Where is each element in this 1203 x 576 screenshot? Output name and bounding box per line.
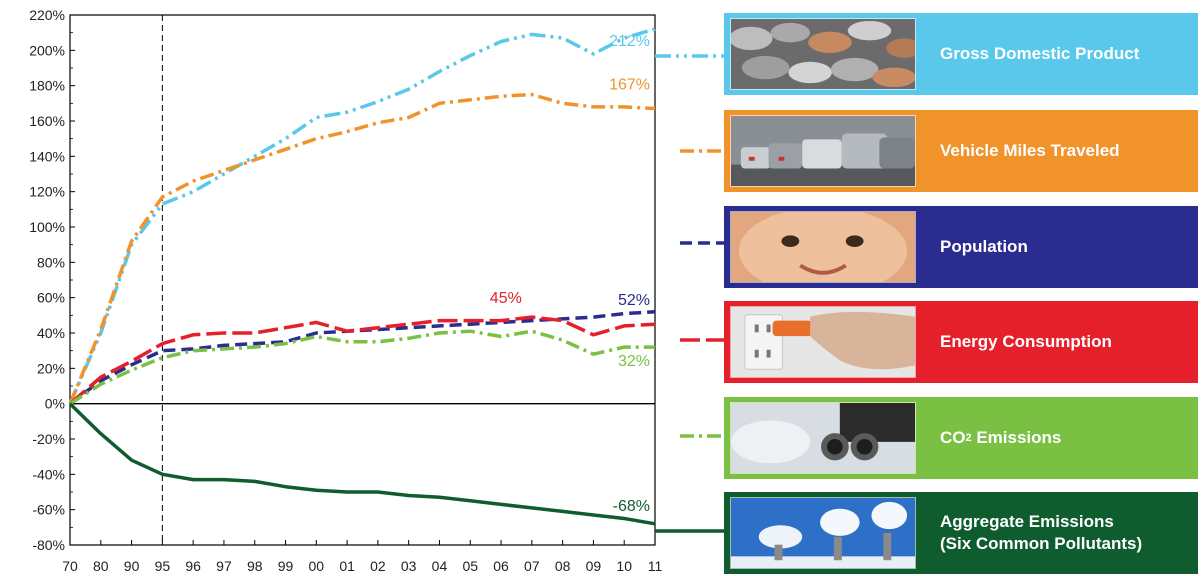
x-tick-label: 05 — [462, 558, 478, 574]
series-end-label: -68% — [613, 498, 650, 515]
y-tick-label: -60% — [32, 502, 65, 518]
series-line — [68, 92, 656, 405]
legend-connectors — [655, 54, 724, 533]
x-tick-label: 70 — [62, 558, 78, 574]
legend-vmt-label: Vehicle Miles Traveled — [940, 141, 1120, 160]
x-tick-label: 08 — [555, 558, 571, 574]
x-tick-label: 97 — [216, 558, 232, 574]
series-line — [69, 329, 655, 406]
co2-label-prefix: CO — [940, 428, 966, 447]
series-end-label: 212% — [609, 33, 650, 50]
y-tick-label: 60% — [37, 290, 65, 306]
x-tick-label: 06 — [493, 558, 509, 574]
co2-label-subscript: 2 — [965, 432, 972, 444]
x-tick-label: 04 — [432, 558, 448, 574]
power-plug-photo-icon — [730, 306, 916, 378]
legend-aggregate: Aggregate Emissions (Six Common Pollutan… — [724, 492, 1198, 574]
y-tick-label: 40% — [37, 325, 65, 341]
chart-axes: 220%200%180%160%140%120%100%80%60%40%20%… — [29, 7, 662, 574]
y-tick-label: 160% — [29, 113, 65, 129]
y-tick-label: 200% — [29, 42, 65, 58]
series-line — [68, 315, 656, 406]
y-tick-label: 0% — [45, 396, 65, 412]
y-tick-label: 180% — [29, 78, 65, 94]
y-tick-label: 120% — [29, 184, 65, 200]
series-end-label: 45% — [490, 290, 522, 307]
chart-series — [68, 27, 656, 526]
series-line — [68, 402, 656, 526]
co2-label-suffix: Emissions — [971, 428, 1062, 447]
x-tick-label: 01 — [339, 558, 355, 574]
x-tick-label: 96 — [185, 558, 201, 574]
legend-vmt: Vehicle Miles Traveled — [724, 110, 1198, 192]
x-tick-label: 95 — [155, 558, 171, 574]
x-tick-label: 80 — [93, 558, 109, 574]
x-tick-label: 00 — [309, 558, 325, 574]
plot-frame — [69, 14, 656, 546]
series-end-label: 52% — [618, 292, 650, 309]
aggregate-label-line1: Aggregate Emissions — [940, 512, 1114, 531]
legend-aggregate-label: Aggregate Emissions (Six Common Pollutan… — [940, 492, 1190, 574]
legend-gdp-label: Gross Domestic Product — [940, 44, 1140, 63]
x-tick-label: 03 — [401, 558, 417, 574]
smokestacks-photo-icon — [730, 497, 916, 569]
coins-photo-icon — [730, 18, 916, 90]
x-tick-label: 98 — [247, 558, 263, 574]
y-tick-label: 100% — [29, 219, 65, 235]
y-tick-label: -40% — [32, 466, 65, 482]
legend-population-label: Population — [940, 237, 1028, 256]
aggregate-label-line2: (Six Common Pollutants) — [940, 534, 1143, 553]
y-tick-label: -20% — [32, 431, 65, 447]
y-tick-label: 220% — [29, 7, 65, 23]
x-tick-label: 99 — [278, 558, 294, 574]
series-end-label: 167% — [609, 77, 650, 94]
x-tick-label: 11 — [648, 558, 663, 574]
chart-end-labels: 212% 167% 52% 45% 32% -68% — [490, 33, 650, 515]
y-tick-label: -80% — [32, 537, 65, 553]
x-tick-label: 07 — [524, 558, 540, 574]
series-end-label: 32% — [618, 353, 650, 370]
y-tick-label: 80% — [37, 254, 65, 270]
series-line — [68, 310, 656, 406]
x-tick-label: 10 — [616, 558, 632, 574]
legend-co2-label: CO 2 Emissions — [940, 397, 1190, 479]
legend-population: Population — [724, 206, 1198, 288]
x-tick-label: 90 — [124, 558, 140, 574]
x-tick-label: 02 — [370, 558, 386, 574]
traffic-photo-icon — [730, 115, 916, 187]
exhaust-pipes-photo-icon — [730, 402, 916, 474]
series-line — [68, 27, 656, 405]
legend-energy-label: Energy Consumption — [940, 332, 1112, 351]
baby-face-photo-icon — [730, 211, 916, 283]
legend-energy: Energy Consumption — [724, 301, 1198, 383]
y-tick-label: 140% — [29, 148, 65, 164]
legend-co2: CO 2 Emissions — [724, 397, 1198, 479]
legend-gdp: Gross Domestic Product — [724, 13, 1198, 95]
x-tick-label: 09 — [586, 558, 602, 574]
y-tick-label: 20% — [37, 360, 65, 376]
